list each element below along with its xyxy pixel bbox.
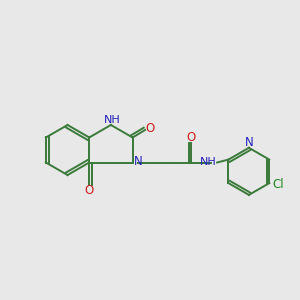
Text: O: O [84,184,93,197]
Text: NH: NH [200,157,217,167]
Text: NH: NH [104,115,121,125]
Text: O: O [186,131,196,144]
Text: N: N [245,136,254,149]
Text: O: O [146,122,155,135]
Text: N: N [134,155,143,168]
Text: Cl: Cl [272,178,284,191]
